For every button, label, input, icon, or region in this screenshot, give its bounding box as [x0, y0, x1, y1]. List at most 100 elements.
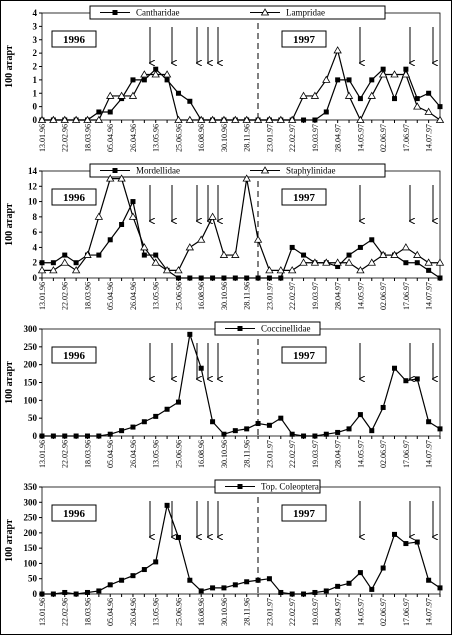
x-tick-label: 13.05.96: [152, 282, 161, 310]
data-point: [60, 115, 69, 123]
y-tick-label: 200: [24, 360, 38, 370]
data-point: [39, 591, 45, 597]
legend-label: Mordellidae: [136, 166, 180, 176]
data-point: [208, 115, 217, 123]
data-point: [414, 96, 420, 102]
data-point: [119, 428, 125, 434]
data-point: [369, 586, 375, 592]
data-point: [164, 406, 170, 412]
data-point: [266, 422, 272, 428]
data-point: [96, 252, 102, 258]
data-point: [187, 98, 193, 104]
data-point: [403, 541, 409, 547]
data-point: [107, 431, 113, 437]
data-point: [356, 115, 365, 123]
legend-marker: [112, 10, 118, 15]
data-point: [130, 573, 136, 579]
y-tick-label: 0: [33, 102, 38, 112]
x-tick-label: 13.01.96: [38, 440, 47, 468]
x-tick-label: 14.05.97: [356, 440, 365, 468]
data-point: [403, 66, 409, 72]
x-tick-label: 28.04.97: [334, 282, 343, 310]
data-point: [390, 70, 399, 78]
y-tick-label: 350: [24, 482, 38, 492]
data-point: [242, 174, 251, 182]
x-tick-label: 17.06.97: [402, 598, 411, 626]
data-point: [174, 266, 183, 274]
y-tick-label: 6: [33, 227, 38, 237]
data-point: [346, 252, 352, 258]
data-point: [141, 252, 147, 258]
data-point: [265, 266, 274, 274]
data-point: [151, 258, 160, 266]
x-tick-label: 22.02.96: [61, 282, 70, 310]
x-tick-label: 14.07.97: [425, 124, 434, 152]
data-point: [140, 243, 149, 251]
y-tick-label: 4: [33, 242, 38, 252]
data-point: [37, 115, 47, 123]
data-point: [162, 266, 172, 274]
x-tick-label: 25.06.96: [174, 282, 183, 310]
data-point: [335, 77, 341, 83]
data-point: [198, 588, 204, 594]
x-tick-label: 28.04.97: [334, 440, 343, 468]
panel: 0 2 4 6 8 10 12 14 100 атарт 13.01.96 22.02.96 18.0…: [4, 163, 445, 310]
data-point: [437, 104, 443, 110]
x-tick-label: 14.05.97: [356, 598, 365, 626]
x-tick-label: 30.10.96: [220, 440, 229, 468]
y-tick-label: 14: [28, 166, 38, 176]
year-label: 1997: [293, 192, 316, 204]
x-tick-label: 19.03.97: [311, 124, 320, 152]
data-point: [346, 77, 352, 83]
data-point: [413, 250, 422, 258]
data-point: [50, 591, 56, 597]
y-axis-label: 100 атарт: [4, 361, 15, 404]
legend-marker: [260, 8, 270, 16]
x-tick-label: 28.04.97: [334, 598, 343, 626]
data-point: [357, 244, 363, 250]
y-tick-label: 4: [33, 8, 38, 18]
x-tick-label: 22.02.97: [288, 440, 297, 468]
data-point: [187, 331, 193, 337]
x-tick-label: 13.01.96: [38, 282, 47, 310]
data-point: [185, 115, 195, 123]
data-point: [278, 415, 284, 421]
y-tick-label: 150: [24, 378, 38, 388]
data-point: [153, 66, 159, 72]
x-tick-label: 05.04.96: [106, 124, 115, 152]
x-tick-label: 05.04.96: [106, 440, 115, 468]
x-tick-label: 22.02.97: [288, 282, 297, 310]
data-point: [367, 258, 376, 266]
data-point: [197, 235, 206, 243]
data-point: [424, 107, 433, 115]
x-tick-label: 02.06.97: [379, 440, 388, 468]
year-box: [51, 346, 97, 364]
data-point: [335, 583, 341, 589]
data-point: [435, 258, 445, 266]
data-point: [357, 412, 363, 418]
data-point: [175, 399, 181, 405]
data-point: [299, 258, 308, 266]
data-point: [335, 429, 341, 435]
data-point: [323, 109, 329, 115]
data-point: [357, 570, 363, 576]
data-point: [287, 266, 297, 274]
data-point: [401, 243, 411, 251]
y-tick-label: 300: [24, 497, 38, 507]
x-tick-label: 16.08.96: [197, 598, 206, 626]
data-point: [130, 424, 136, 430]
data-point: [62, 252, 68, 258]
data-point: [231, 250, 240, 258]
data-point: [231, 115, 240, 123]
y-tick-label: 3: [33, 21, 38, 31]
legend-label: Top. Coleoptera: [261, 482, 319, 492]
data-point: [301, 433, 307, 439]
y-tick-label: 50: [28, 574, 38, 584]
data-point: [346, 426, 352, 432]
year-label: 1997: [293, 350, 316, 362]
data-point: [390, 250, 399, 258]
x-tick-label: 30.10.96: [220, 282, 229, 310]
x-tick-label: 14.07.97: [425, 598, 434, 626]
